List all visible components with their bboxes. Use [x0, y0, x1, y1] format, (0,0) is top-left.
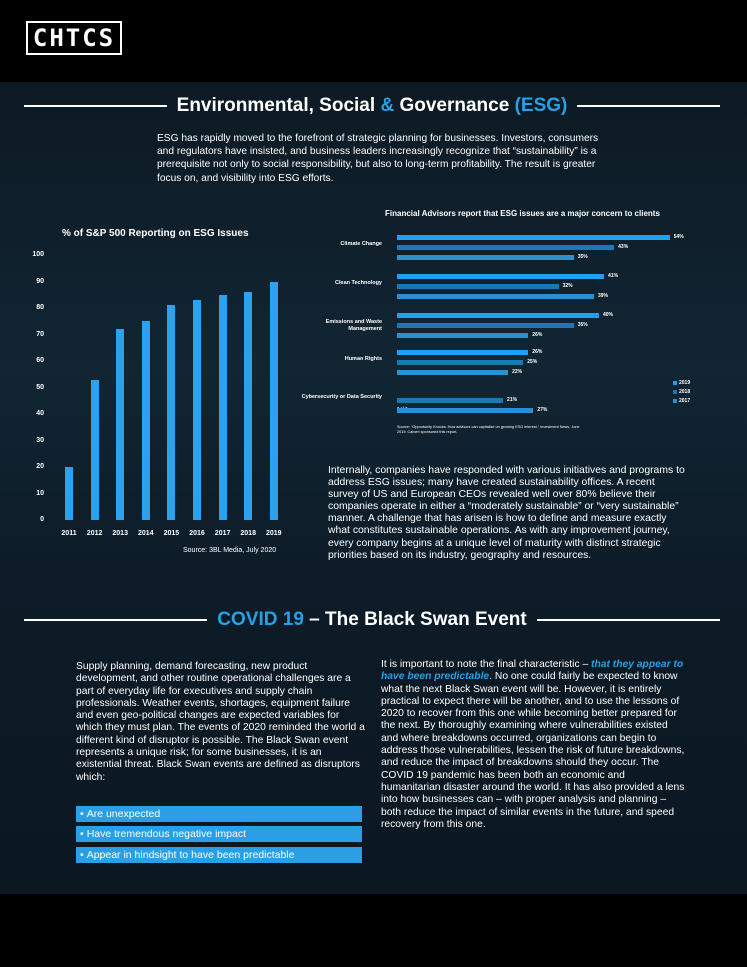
bar-2018 — [397, 360, 524, 365]
esg-title: Environmental, Social & Governance (ESG) — [176, 95, 568, 116]
legend-swatch — [673, 390, 677, 394]
bar-2017 — [218, 294, 227, 520]
chtcs-logo: CHTCS — [26, 21, 122, 55]
value-label: 40% — [603, 312, 614, 318]
value-label: 35% — [577, 254, 588, 260]
value-label: 39% — [597, 293, 608, 299]
advisors-chart-source: Source: “Opportunity Knocks: How advisor… — [397, 425, 580, 434]
y-tick-label: 40 — [36, 410, 44, 417]
x-tick-label: 2019 — [266, 530, 282, 537]
category-label: Climate Change — [340, 241, 382, 247]
legend-swatch — [673, 399, 677, 403]
y-tick-label: 80 — [36, 304, 44, 311]
esg-intro: ESG has rapidly moved to the forefront o… — [157, 133, 599, 184]
category-label: Cybersecurity or Data Security — [301, 394, 382, 400]
y-tick-label: 20 — [36, 463, 44, 470]
bar-2011 — [65, 467, 73, 520]
legend-label: 2019 — [679, 380, 691, 386]
value-label: 41% — [608, 273, 619, 279]
y-tick-label: 30 — [36, 436, 44, 444]
esg-body: Internally, companies have responded wit… — [328, 465, 685, 561]
bar-2017 — [397, 408, 534, 413]
bar-2013 — [116, 329, 125, 520]
bar-2017 — [397, 333, 529, 338]
bar-2019 — [397, 235, 670, 240]
bar-2012 — [90, 379, 99, 520]
value-label: 26% — [532, 332, 543, 338]
bar-2018 — [397, 284, 559, 289]
bar-2019 — [269, 281, 278, 520]
x-tick-label: 2012 — [86, 530, 103, 537]
bar-2014 — [141, 321, 150, 520]
bar-2018 — [397, 323, 574, 328]
category-label: Emissions and Waste Management — [325, 319, 382, 332]
bullet-item: • Are unexpected — [76, 806, 362, 822]
bar-2018 — [244, 292, 253, 520]
sp500-chart-source: Source: 3BL Media, July 2020 — [183, 547, 277, 554]
advisors-chart-title: Financial Advisors report that ESG issue… — [385, 209, 660, 218]
bar-2017 — [397, 294, 594, 299]
y-tick-label: 0 — [40, 516, 44, 523]
bar-2018 — [397, 245, 615, 250]
y-tick-label: 90 — [36, 277, 44, 285]
category-label: Human Rights — [344, 356, 382, 362]
legend-label: 2017 — [679, 398, 691, 404]
value-label: 43% — [618, 244, 629, 250]
esg-heading: Environmental, Social & Governance (ESG) — [24, 95, 720, 117]
bar-2016 — [193, 300, 201, 520]
legend-2019: 2019 — [673, 380, 690, 386]
value-label: 54% — [673, 234, 684, 240]
legend-swatch — [673, 381, 677, 385]
legend-2018: 2018 — [673, 389, 690, 395]
value-label: 26% — [532, 349, 543, 355]
heading-rule-right — [536, 619, 720, 621]
x-tick-label: 2017 — [214, 530, 231, 537]
value-label: 22% — [512, 369, 523, 375]
content-panel — [0, 82, 747, 894]
y-tick-label: 100 — [32, 251, 44, 258]
sp500-chart-title: % of S&P 500 Reporting on ESG Issues — [62, 228, 249, 239]
bar-2019 — [397, 313, 599, 318]
covid-title: COVID 19 – The Black Swan Event — [217, 609, 527, 630]
legend-2017: 2017 — [673, 398, 690, 404]
covid-left-paragraph: Supply planning, demand forecasting, new… — [76, 661, 365, 783]
value-label: 27% — [537, 407, 548, 413]
x-tick-label: 2018 — [240, 530, 256, 537]
value-label: 35% — [577, 322, 588, 328]
bar-2017 — [397, 370, 509, 375]
bar-2018 — [397, 398, 504, 403]
y-tick-label: 60 — [36, 357, 44, 364]
bar-2019 — [397, 350, 529, 355]
value-label: 25% — [527, 359, 538, 365]
x-tick-label: 2015 — [163, 530, 180, 537]
covid-right-paragraph: It is important to note the final charac… — [381, 659, 685, 830]
heading-rule-left — [24, 105, 167, 107]
bullet-item: • Have tremendous negative impact — [76, 826, 362, 842]
bullet-item: • Appear in hindsight to have been predic… — [76, 847, 362, 863]
y-tick-label: 10 — [36, 489, 44, 497]
y-tick-label: 70 — [36, 330, 44, 338]
x-tick-label: 2013 — [112, 530, 128, 537]
category-label: Clean Technology — [335, 280, 382, 286]
x-tick-label: 2014 — [138, 530, 154, 537]
heading-rule-right — [577, 105, 720, 107]
x-tick-label: 2016 — [189, 530, 205, 537]
legend-label: 2018 — [679, 389, 691, 395]
bar-2015 — [167, 305, 176, 520]
value-label: 32% — [562, 283, 573, 289]
y-tick-label: 50 — [36, 383, 44, 391]
bar-2019 — [397, 274, 605, 279]
heading-rule-left — [24, 619, 208, 621]
covid-heading: COVID 19 – The Black Swan Event — [24, 609, 720, 631]
bar-2017 — [397, 255, 574, 260]
value-label: 21% — [507, 397, 518, 403]
x-tick-label: 2011 — [61, 530, 77, 537]
